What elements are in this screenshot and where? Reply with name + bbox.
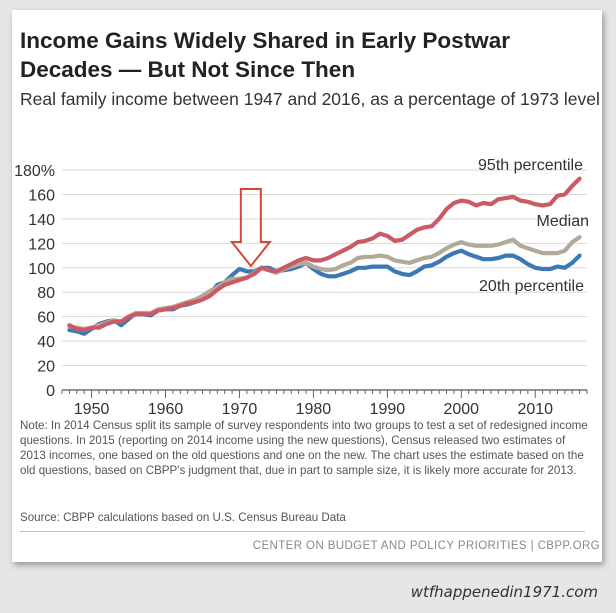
y-tick-label: 160 bbox=[28, 187, 55, 204]
chart-subtitle: Real family income between 1947 and 2016… bbox=[20, 89, 600, 109]
chart-card bbox=[12, 10, 602, 562]
x-axis: 1950 1960 1970 1980 1990 2000 2010 bbox=[61, 389, 588, 418]
y-tick-label: 100 bbox=[28, 261, 55, 278]
chart-source: Source: CBPP calculations based on U.S. … bbox=[20, 511, 346, 524]
y-axis: 0 20 40 60 80 100 120 140 160 180% bbox=[14, 163, 55, 400]
watermark: wtfhappenedin1971.com bbox=[410, 583, 598, 601]
down-arrow bbox=[229, 188, 272, 268]
y-tick-label: 140 bbox=[28, 212, 55, 229]
footer-credit: CENTER ON BUDGET AND POLICY PRIORITIES |… bbox=[252, 540, 600, 552]
x-tick-label: 1950 bbox=[74, 401, 110, 418]
series-label: 95th percentile bbox=[478, 157, 583, 174]
x-tick-label: 1960 bbox=[148, 401, 184, 418]
y-tick-label: 20 bbox=[37, 359, 55, 376]
y-tick-label: 60 bbox=[37, 310, 55, 327]
series-label: 20th percentile bbox=[479, 278, 584, 295]
y-tick-label: 120 bbox=[28, 236, 55, 253]
down-arrow-annotation bbox=[229, 188, 272, 268]
chart-title: Income Gains Widely Shared in Early Post… bbox=[20, 28, 510, 82]
x-tick-label: 1990 bbox=[370, 401, 406, 418]
x-tick-label: 1980 bbox=[296, 401, 332, 418]
y-tick-label: 40 bbox=[37, 334, 55, 351]
line-chart: 1950 1960 1970 1980 1990 2000 2010 0 20 40 60 80 10… bbox=[14, 157, 589, 418]
series-labels: 20th percentile Median 95th percentile bbox=[478, 157, 589, 295]
y-tick-label: 80 bbox=[37, 285, 55, 302]
footer-divider bbox=[20, 531, 585, 532]
series-lines bbox=[67, 176, 582, 336]
series-line-95th-percentile bbox=[67, 176, 582, 333]
series-label: Median bbox=[537, 213, 589, 230]
x-tick-label: 2000 bbox=[443, 401, 479, 418]
y-tick-label: 0 bbox=[46, 383, 55, 400]
x-tick-label: 2010 bbox=[517, 401, 553, 418]
x-tick-label: 1970 bbox=[222, 401, 258, 418]
chart-note: Note: In 2014 Census split its sample of… bbox=[20, 419, 588, 477]
y-tick-label: 180% bbox=[14, 163, 55, 180]
